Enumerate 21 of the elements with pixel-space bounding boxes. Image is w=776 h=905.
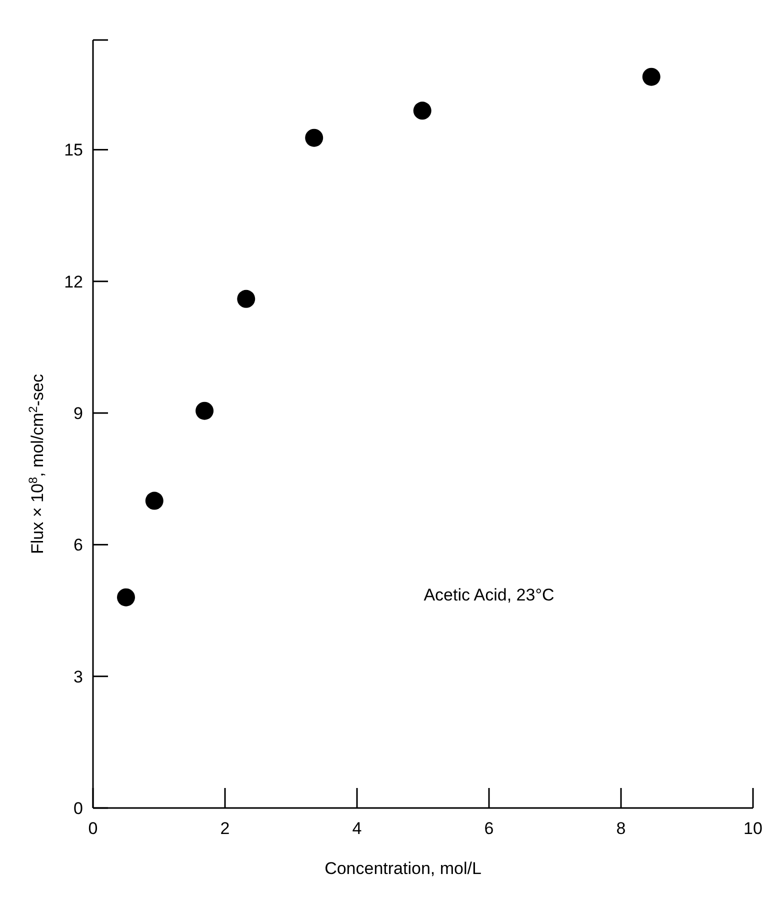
x-tick-label: 8 xyxy=(616,819,626,838)
point xyxy=(196,402,214,420)
point xyxy=(237,290,256,308)
annotation: Acetic Acid, 23°C xyxy=(424,586,554,605)
point xyxy=(642,68,660,86)
y-tick-label: 12 xyxy=(64,272,83,292)
x-tick-label: 4 xyxy=(352,819,362,838)
point xyxy=(305,128,324,147)
point xyxy=(117,588,135,606)
x-tick-label: 10 xyxy=(744,819,762,838)
y-tick-label: 3 xyxy=(74,667,83,686)
point xyxy=(413,102,432,120)
x-axis-title: Concentration, mol/L xyxy=(324,859,482,878)
x-tick-label: 6 xyxy=(484,819,494,838)
x-tick-label: 0 xyxy=(88,819,98,838)
y-tick-label: 15 xyxy=(64,140,83,160)
x-tick-label: 2 xyxy=(220,819,230,838)
y-tick-label: 6 xyxy=(74,536,83,555)
point xyxy=(145,492,164,510)
y-tick-label: 9 xyxy=(74,404,83,423)
y-tick-label: 0 xyxy=(74,798,83,818)
